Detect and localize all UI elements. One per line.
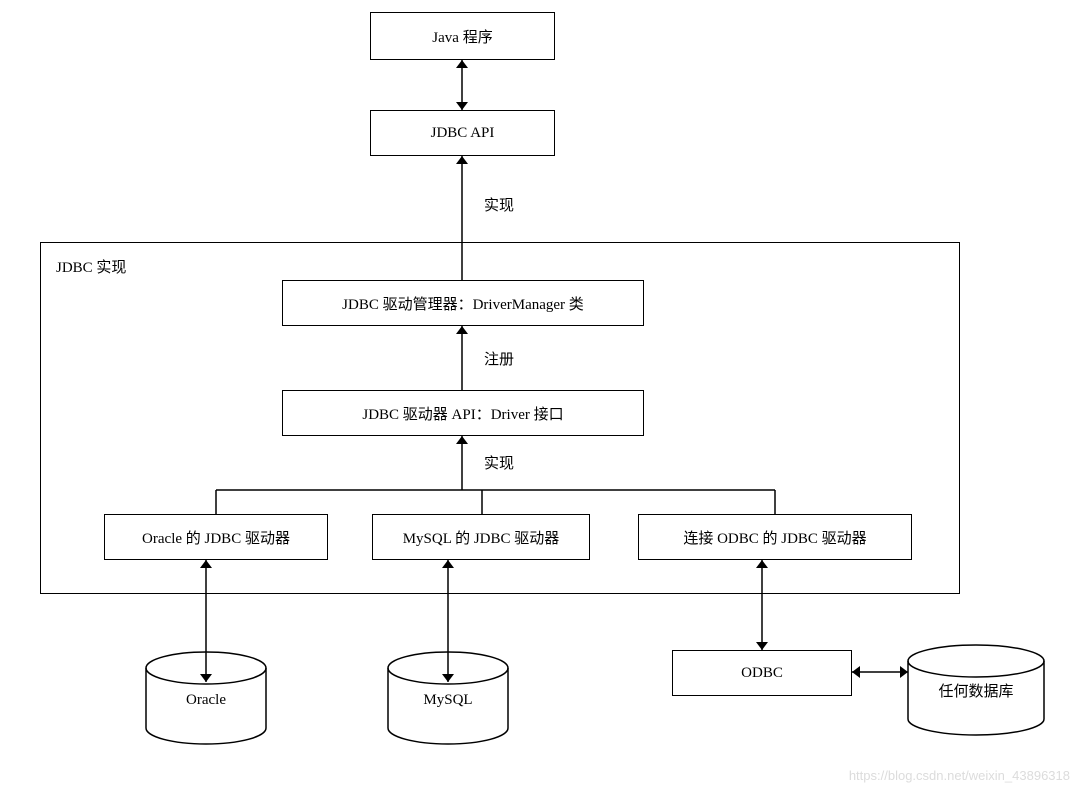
node-label: Java 程序 [432, 26, 492, 47]
node-odbc: ODBC [672, 650, 852, 696]
edge-label-implement-1: 实现 [484, 194, 514, 215]
node-label: Oracle 的 JDBC 驱动器 [142, 527, 290, 548]
node-label: JDBC 驱动管理器：DriverManager 类 [342, 293, 584, 314]
node-jdbc-api: JDBC API [370, 110, 555, 156]
node-label: 连接 ODBC 的 JDBC 驱动器 [683, 527, 866, 548]
svg-text:Oracle: Oracle [186, 692, 226, 708]
node-java-program: Java 程序 [370, 12, 555, 60]
node-label: MySQL 的 JDBC 驱动器 [403, 527, 560, 548]
svg-text:任何数据库: 任何数据库 [938, 683, 1013, 700]
node-label: JDBC 驱动器 API：Driver 接口 [362, 403, 563, 424]
svg-text:MySQL: MySQL [423, 692, 472, 708]
watermark: https://blog.csdn.net/weixin_43896318 [849, 768, 1070, 783]
node-label: JDBC API [431, 125, 495, 142]
node-driver-manager: JDBC 驱动管理器：DriverManager 类 [282, 280, 644, 326]
edge-label-register: 注册 [484, 348, 514, 369]
diagram-canvas: JDBC 实现 Java 程序 JDBC API JDBC 驱动管理器：Driv… [0, 0, 1076, 789]
node-driver-api: JDBC 驱动器 API：Driver 接口 [282, 390, 644, 436]
edge-label-implement-2: 实现 [484, 452, 514, 473]
node-mysql-driver: MySQL 的 JDBC 驱动器 [372, 514, 590, 560]
node-odbc-driver: 连接 ODBC 的 JDBC 驱动器 [638, 514, 912, 560]
node-label: ODBC [741, 665, 783, 682]
jdbc-impl-label: JDBC 实现 [56, 256, 126, 277]
node-oracle-driver: Oracle 的 JDBC 驱动器 [104, 514, 328, 560]
